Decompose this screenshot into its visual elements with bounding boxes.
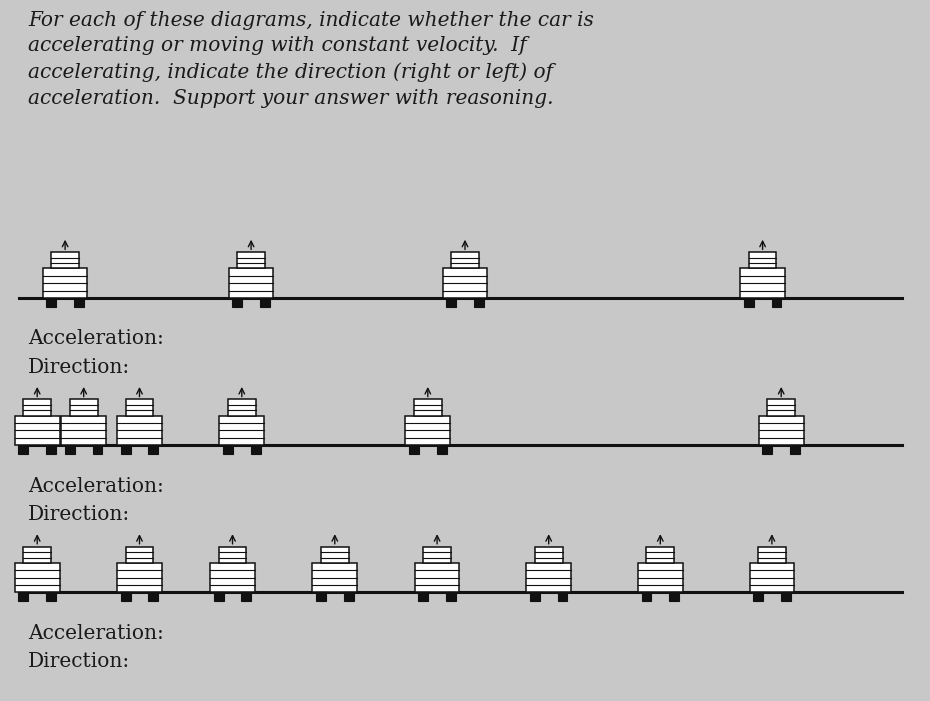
Polygon shape xyxy=(415,563,459,592)
Polygon shape xyxy=(23,547,51,563)
Polygon shape xyxy=(758,547,786,563)
Polygon shape xyxy=(446,298,456,307)
Polygon shape xyxy=(149,592,158,601)
Polygon shape xyxy=(312,563,357,592)
Polygon shape xyxy=(23,400,51,416)
Text: Direction:: Direction: xyxy=(28,505,130,524)
Polygon shape xyxy=(790,445,800,454)
Polygon shape xyxy=(740,268,785,298)
Polygon shape xyxy=(223,445,232,454)
Polygon shape xyxy=(229,268,273,298)
Polygon shape xyxy=(744,298,753,307)
Polygon shape xyxy=(237,252,265,268)
Polygon shape xyxy=(126,547,153,563)
Polygon shape xyxy=(117,563,162,592)
Polygon shape xyxy=(65,445,74,454)
Polygon shape xyxy=(251,445,260,454)
Polygon shape xyxy=(121,592,130,601)
Polygon shape xyxy=(443,268,487,298)
Polygon shape xyxy=(15,416,60,445)
Polygon shape xyxy=(228,400,256,416)
Polygon shape xyxy=(149,445,158,454)
Text: Direction:: Direction: xyxy=(28,652,130,671)
Polygon shape xyxy=(418,592,428,601)
Polygon shape xyxy=(670,592,679,601)
Polygon shape xyxy=(750,563,794,592)
Polygon shape xyxy=(749,252,777,268)
Polygon shape xyxy=(759,416,804,445)
Text: Direction:: Direction: xyxy=(28,358,130,376)
Polygon shape xyxy=(526,563,571,592)
Polygon shape xyxy=(321,547,349,563)
Polygon shape xyxy=(530,592,539,601)
Polygon shape xyxy=(535,547,563,563)
Polygon shape xyxy=(423,547,451,563)
Text: For each of these diagrams, indicate whether the car is
accelerating or moving w: For each of these diagrams, indicate whe… xyxy=(28,11,593,108)
Polygon shape xyxy=(446,592,456,601)
Polygon shape xyxy=(767,400,795,416)
Polygon shape xyxy=(451,252,479,268)
Polygon shape xyxy=(74,298,84,307)
Text: Acceleration:: Acceleration: xyxy=(28,477,164,496)
Text: Acceleration:: Acceleration: xyxy=(28,329,164,348)
Polygon shape xyxy=(242,592,251,601)
Polygon shape xyxy=(43,268,87,298)
Polygon shape xyxy=(121,445,130,454)
Polygon shape xyxy=(46,298,56,307)
Polygon shape xyxy=(46,445,56,454)
Polygon shape xyxy=(214,592,223,601)
Text: Acceleration:: Acceleration: xyxy=(28,624,164,643)
Polygon shape xyxy=(405,416,450,445)
Polygon shape xyxy=(210,563,255,592)
Polygon shape xyxy=(219,416,264,445)
Polygon shape xyxy=(19,592,28,601)
Polygon shape xyxy=(126,400,153,416)
Polygon shape xyxy=(753,592,763,601)
Polygon shape xyxy=(638,563,683,592)
Polygon shape xyxy=(232,298,242,307)
Polygon shape xyxy=(409,445,418,454)
Polygon shape xyxy=(51,252,79,268)
Polygon shape xyxy=(219,547,246,563)
Polygon shape xyxy=(19,445,28,454)
Polygon shape xyxy=(781,592,790,601)
Polygon shape xyxy=(558,592,567,601)
Polygon shape xyxy=(316,592,326,601)
Polygon shape xyxy=(763,445,772,454)
Polygon shape xyxy=(46,592,56,601)
Polygon shape xyxy=(414,400,442,416)
Polygon shape xyxy=(93,445,102,454)
Polygon shape xyxy=(61,416,106,445)
Polygon shape xyxy=(344,592,353,601)
Polygon shape xyxy=(260,298,270,307)
Polygon shape xyxy=(772,298,781,307)
Polygon shape xyxy=(437,445,446,454)
Polygon shape xyxy=(70,400,98,416)
Polygon shape xyxy=(15,563,60,592)
Polygon shape xyxy=(474,298,484,307)
Polygon shape xyxy=(642,592,651,601)
Polygon shape xyxy=(117,416,162,445)
Polygon shape xyxy=(646,547,674,563)
